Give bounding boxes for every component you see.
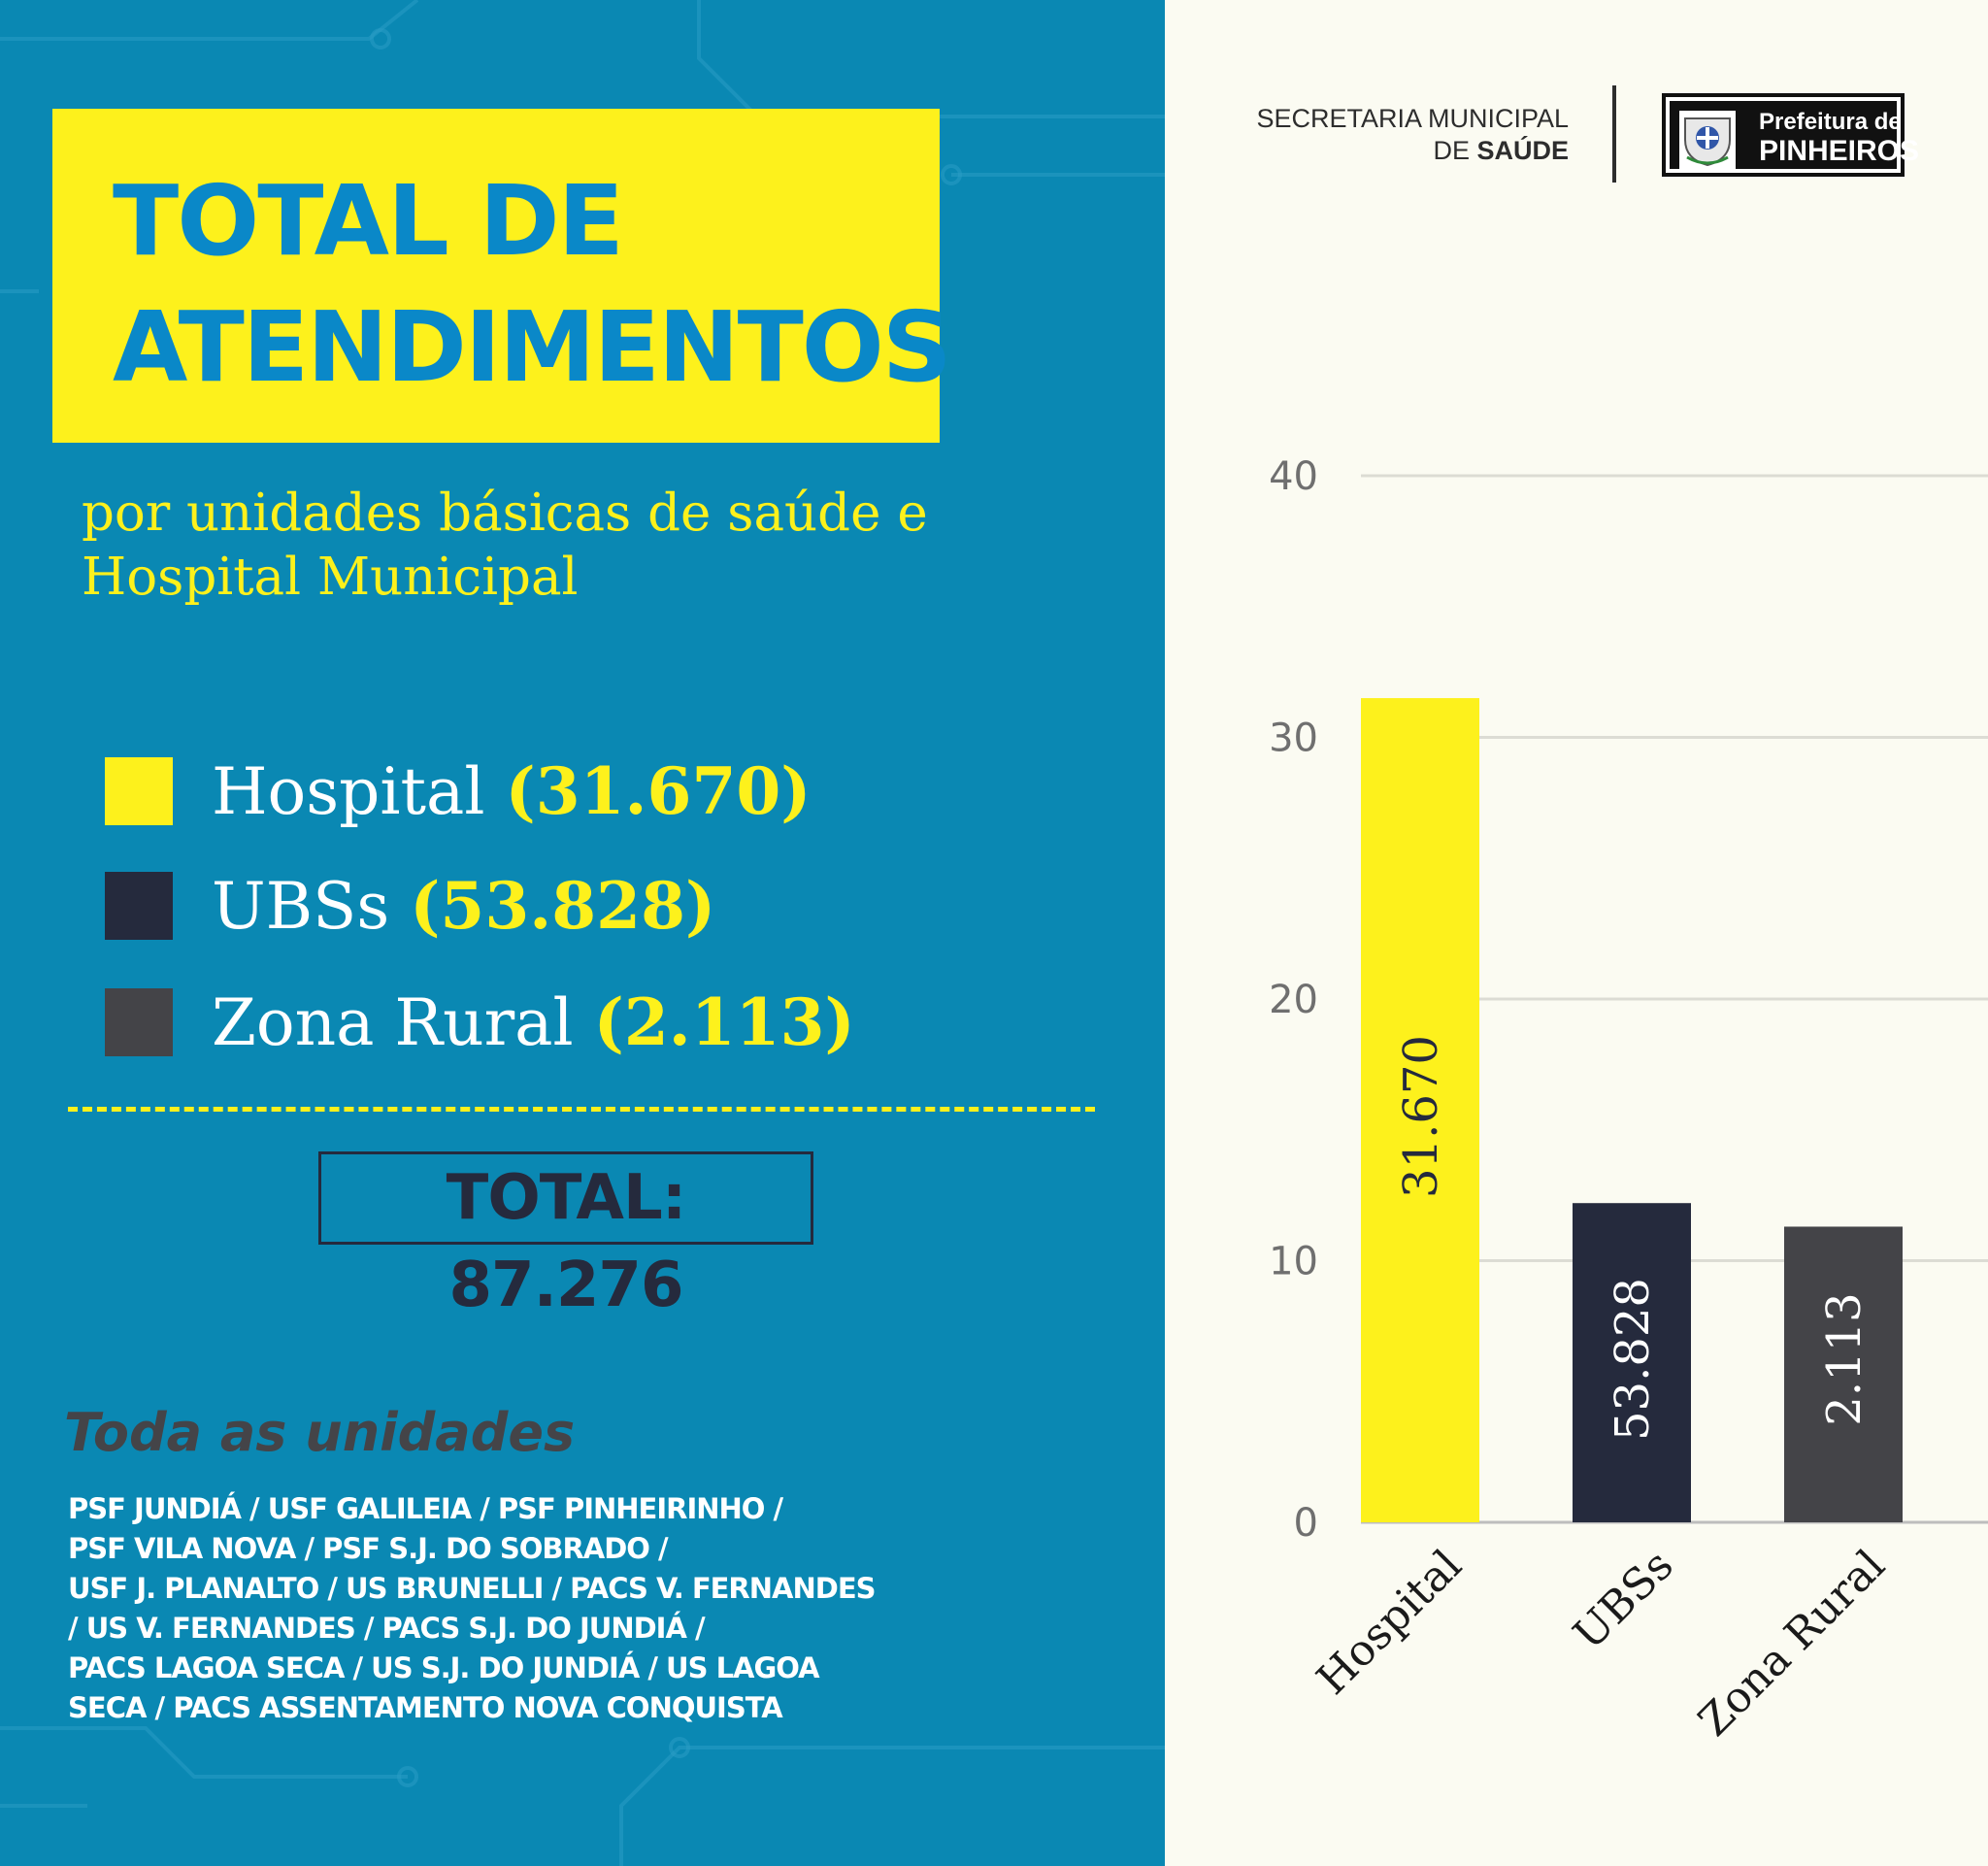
logo-line-1: Prefeitura de bbox=[1759, 109, 1902, 135]
secretaria-line-1: SECRETARIA MUNICIPAL bbox=[1256, 104, 1569, 133]
legend-value-zona-rural: (2.113) bbox=[593, 984, 855, 1060]
x-category-label-hospital: Hospital bbox=[1308, 1541, 1472, 1705]
coat-of-arms-icon bbox=[1679, 111, 1736, 169]
y-tick-label: 20 bbox=[1269, 978, 1318, 1022]
units-line: USF J. PLANALTO / US BRUNELLI / PACS V. … bbox=[68, 1572, 877, 1605]
legend-swatch-hospital bbox=[105, 757, 173, 825]
bar-data-label-ubss: 53.828 bbox=[1606, 1278, 1660, 1441]
subtitle-line-1: por unidades básicas de saúde e bbox=[82, 483, 928, 543]
y-tick-label: 30 bbox=[1269, 716, 1318, 761]
logo-line-2: PINHEIROS bbox=[1759, 135, 1920, 167]
legend-label-hospital: Hospital bbox=[212, 754, 485, 829]
legend-value-ubss: (53.828) bbox=[410, 868, 716, 944]
secretaria-line-2: DE SAÚDE bbox=[1433, 136, 1569, 165]
y-tick-label: 40 bbox=[1269, 454, 1318, 499]
subtitle-line-2: Hospital Municipal bbox=[82, 548, 579, 607]
legend-swatch-ubss bbox=[105, 872, 173, 940]
legend-value-hospital: (31.670) bbox=[505, 753, 812, 829]
units-line: PACS LAGOA SECA / US S.J. DO JUNDIÁ / US… bbox=[68, 1651, 820, 1684]
x-category-label-ubss: UBSs bbox=[1564, 1541, 1682, 1659]
units-list: PSF JUNDIÁ / USF GALILEIA / PSF PINHEIRI… bbox=[68, 1489, 922, 1728]
y-tick-label: 10 bbox=[1269, 1240, 1318, 1284]
secretaria-saude: SAÚDE bbox=[1476, 136, 1569, 165]
total-box: TOTAL: 87.276 bbox=[318, 1151, 813, 1321]
total-value: TOTAL: 87.276 bbox=[446, 1162, 687, 1321]
dashed-divider bbox=[68, 1107, 1095, 1112]
units-line: PSF JUNDIÁ / USF GALILEIA / PSF PINHEIRI… bbox=[68, 1492, 783, 1525]
units-line: SECA / PACS ASSENTAMENTO NOVA CONQUISTA bbox=[68, 1691, 783, 1724]
bar-ubss bbox=[1573, 1203, 1691, 1522]
page-title-line-2: ATENDIMENTOS bbox=[113, 290, 952, 404]
info-panel: TOTAL DE ATENDIMENTOS por unidades básic… bbox=[0, 0, 1165, 1866]
header-divider bbox=[1612, 85, 1616, 183]
prefeitura-logo: Prefeitura de PINHEIROS bbox=[1662, 93, 1919, 177]
page-title-line-1: TOTAL DE bbox=[113, 164, 624, 278]
legend-label-ubss: UBSs bbox=[212, 869, 390, 944]
units-heading: Toda as unidades bbox=[64, 1402, 576, 1463]
legend-label-zona-rural: Zona Rural bbox=[212, 985, 574, 1060]
units-line: PSF VILA NOVA / PSF S.J. DO SOBRADO / bbox=[68, 1532, 669, 1565]
y-tick-label: 0 bbox=[1294, 1501, 1318, 1546]
bar-chart: 0 10 20 30 40 31.670 Hospital 53.828 UBSs 2.113 Zo… bbox=[1269, 454, 1988, 1747]
legend-swatch-zona-rural bbox=[105, 988, 173, 1056]
circuit-background-decoration bbox=[0, 0, 1165, 1866]
bar-data-label-hospital: 31.670 bbox=[1394, 1035, 1448, 1198]
bar-data-label-zona-rural: 2.113 bbox=[1817, 1292, 1872, 1425]
title-banner: TOTAL DE ATENDIMENTOS bbox=[52, 109, 952, 443]
x-category-label-zona-rural: Zona Rural bbox=[1689, 1541, 1895, 1747]
secretaria-label: SECRETARIA MUNICIPAL DE SAÚDE bbox=[1256, 103, 1569, 167]
units-line: / US V. FERNANDES / PACS S.J. DO JUNDIÁ … bbox=[68, 1612, 706, 1645]
bar-zona-rural bbox=[1784, 1226, 1903, 1522]
bar-hospital bbox=[1361, 698, 1479, 1522]
